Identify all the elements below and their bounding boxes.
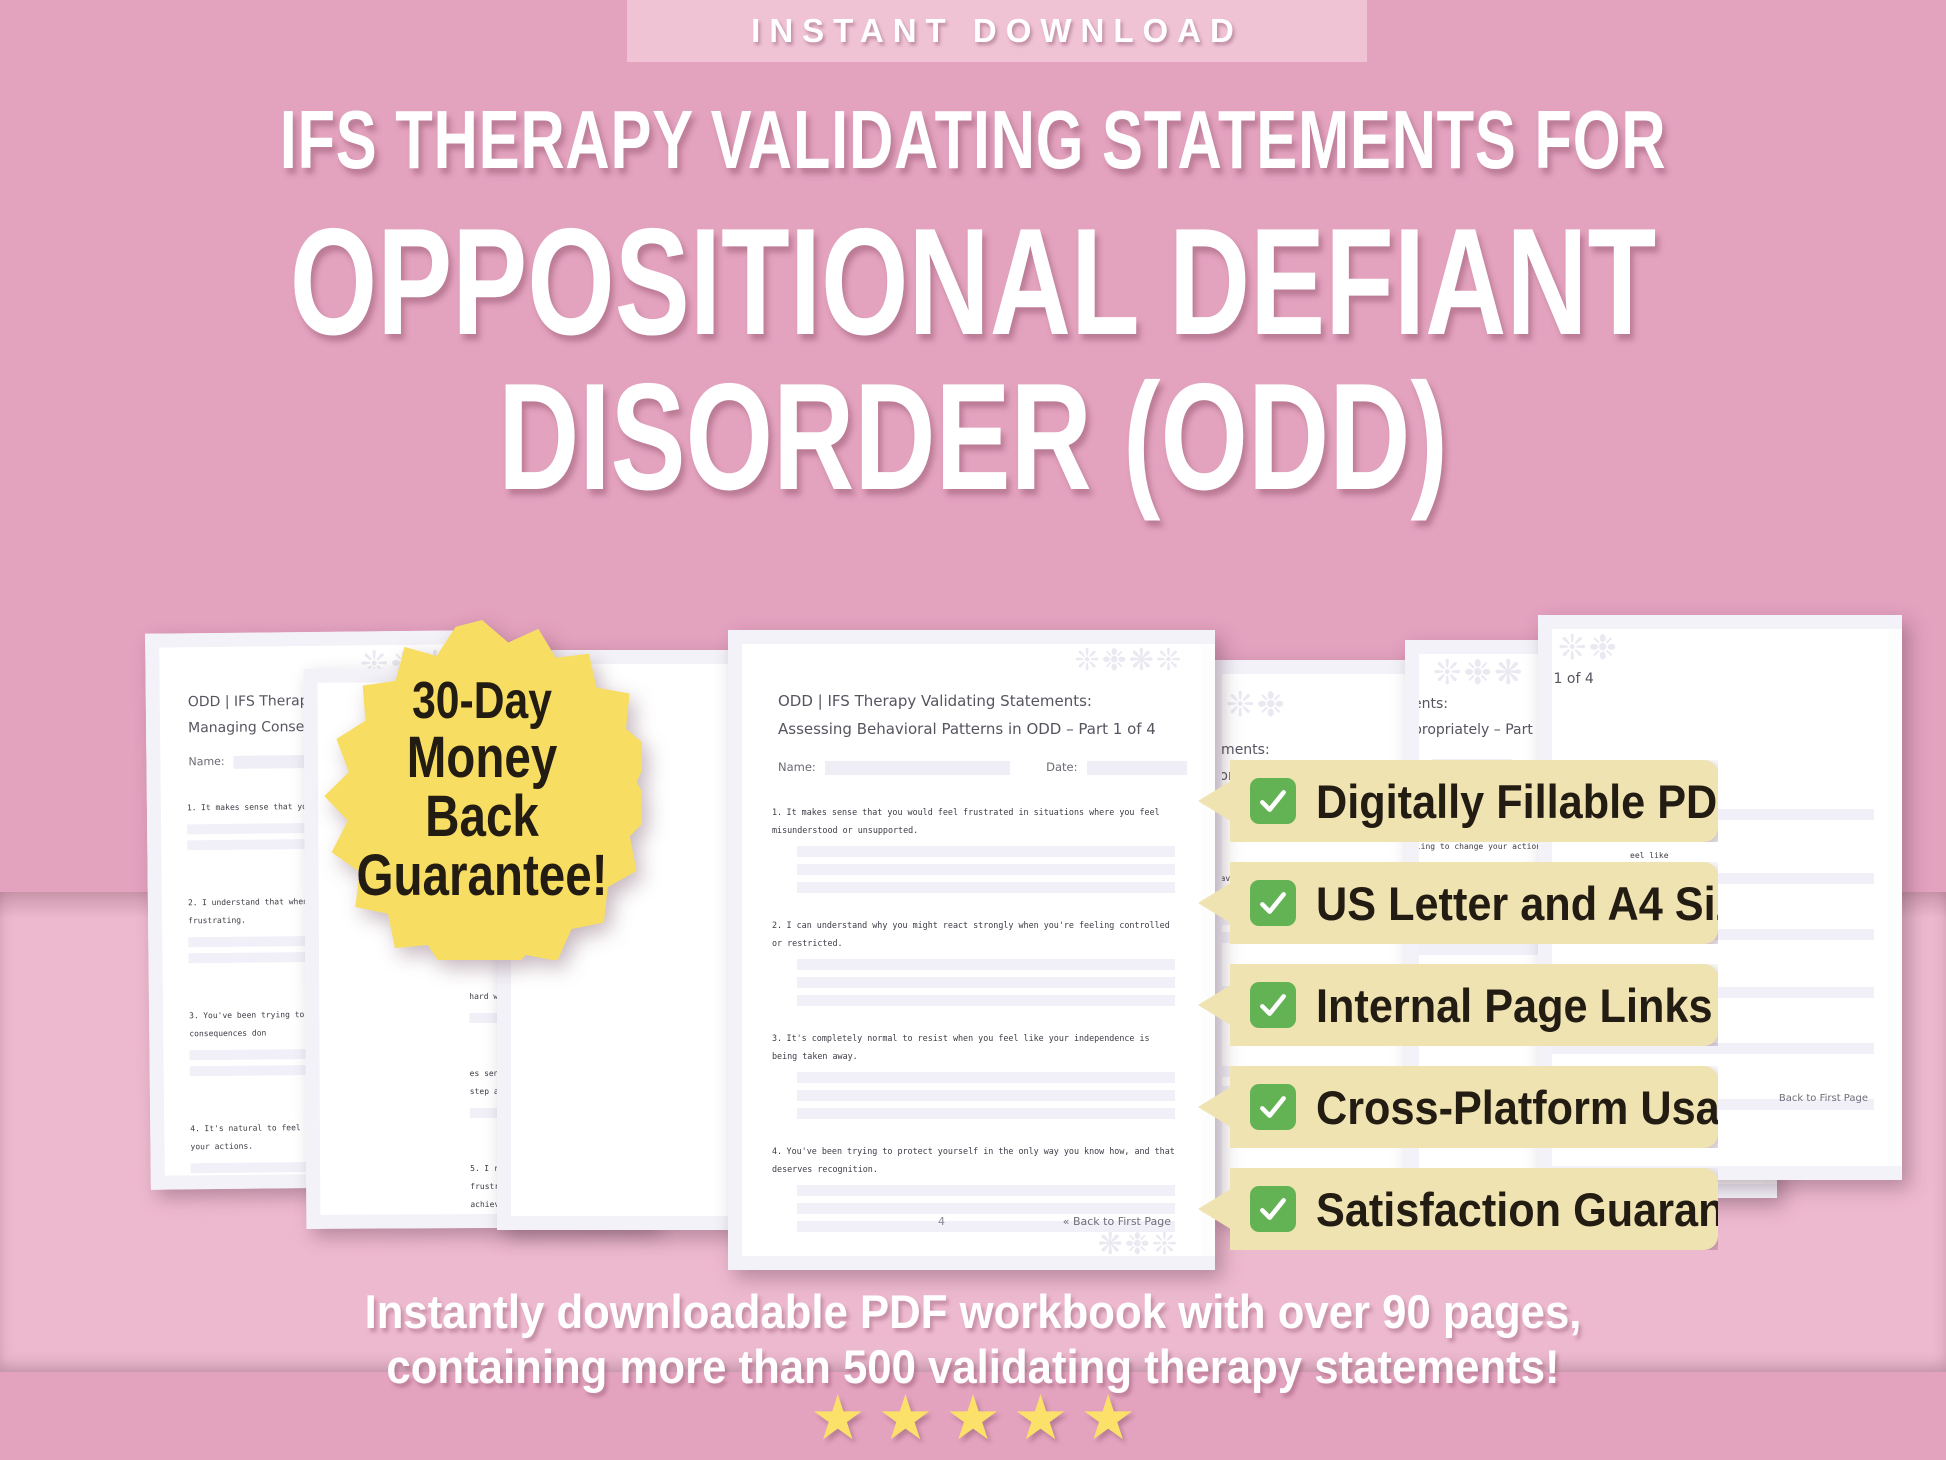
main-doc-title: ODD | IFS Therapy Validating Statements: [778,692,1092,710]
statement-block: 4. You've been trying to protect yoursel… [772,1141,1175,1232]
background-band-bottom [0,1372,1946,1460]
answer-line[interactable] [797,1203,1175,1214]
main-doc-name-label: Name: [778,760,816,774]
statement-block: 2. I can understand why you might react … [772,915,1175,1006]
answer-line[interactable] [797,846,1175,857]
feature-badge-satisfaction-guarantee[interactable]: Satisfaction Guarantee [1198,1168,1718,1250]
doc6-back-link[interactable]: Back to First Page [1778,1093,1868,1104]
guarantee-badge-text: 30-Day Money Back Guarantee! [351,671,613,909]
main-doc-date-input[interactable] [1087,760,1188,775]
feature-badge-cross-platform-usability[interactable]: Cross-Platform Usability [1198,1066,1718,1148]
money-back-guarantee-badge: 30-Day Money Back Guarantee! [322,620,642,960]
answer-line[interactable] [797,882,1175,893]
star-icon: ★ [1012,1384,1069,1453]
main-q3-text: It's completely normal to resist when yo… [772,1033,1150,1061]
statement-block: 1. It makes sense that you would feel fr… [772,802,1175,893]
ornament-icon: ❊❉ [1558,629,1619,667]
guarantee-line-1: 30-Day [412,671,552,730]
headline-line-3: DISORDER (ODD) [498,352,1448,522]
answer-line[interactable] [797,1090,1175,1101]
check-icon [1250,1186,1296,1232]
main-q2-text: I can understand why you might react str… [772,920,1170,948]
star-icon: ★ [810,1384,866,1453]
feature-badge-digitally-fillable-pdfs[interactable]: Digitally Fillable PDFs [1198,760,1718,842]
check-icon [1250,880,1296,926]
main-doc-subtitle: Assessing Behavioral Patterns in ODD – P… [778,720,1156,738]
doc6-s2: eel like [1630,851,1669,860]
tagline-line-2: containing more than 500 validating ther… [386,1339,1560,1393]
doc1-q2-number: 2. [187,898,198,908]
main-q3-number: 3. [772,1033,783,1043]
check-icon [1250,778,1296,824]
main-doc-name-input[interactable] [825,760,1011,775]
answer-line[interactable] [797,864,1175,875]
answer-line[interactable] [797,977,1175,988]
main-q1-number: 1. [772,807,783,817]
doc1-q1-number: 1. [186,803,197,813]
answer-line[interactable] [1552,1043,1874,1054]
feature-label: Internal Page Links [1316,978,1713,1032]
ornament-icon: ❊❉❋ [1433,654,1525,692]
main-q2-number: 2. [772,920,783,930]
feature-label: US Letter and A4 Size [1316,876,1762,930]
doc5-subtitle: propriately – Part 1 of 4 [1419,722,1578,738]
answer-line[interactable] [797,995,1175,1006]
doc1-name-label: Name: [188,754,225,769]
main-document-preview: ❊❉❋❊ ❋❉❊ ODD | IFS Therapy Validating St… [728,630,1215,1270]
instant-download-label: INSTANT DOWNLOAD [751,12,1243,49]
ornament-icon: ❊❉❋❊ [1074,644,1183,677]
instant-download-ribbon: INSTANT DOWNLOAD [627,0,1367,62]
answer-line[interactable] [797,1072,1175,1083]
doc6-subtitle: – Part 1 of 4 [1552,671,1594,687]
star-icon: ★ [945,1384,1001,1453]
product-tagline: Instantly downloadable PDF workbook with… [0,1285,1946,1394]
guarantee-line-2: Money Back [406,724,558,849]
ornament-icon: ❊❉ [1226,686,1287,724]
main-doc-date-label: Date: [1046,760,1078,774]
guarantee-line-3: Guarantee! [356,843,608,909]
ornament-icon: ❋❉❊ [1097,1228,1179,1257]
statement-block: 5. Your feelings of anger or frustration… [772,1254,1175,1256]
doc5-s1: lling to change your actions when the [1419,842,1590,851]
star-rating: ★ ★ ★ ★ ★ [0,1388,1946,1450]
tagline-line-1: Instantly downloadable PDF workbook with… [364,1285,1582,1338]
answer-line[interactable] [797,959,1175,970]
check-icon [1250,1084,1296,1130]
doc1-q3-number: 3. [189,1011,199,1021]
doc2-q5-number: 5. [470,1163,480,1174]
main-q4-text: You've been trying to protect yourself i… [772,1146,1175,1174]
headline-line-1: IFS THERAPY VALIDATING STATEMENTS FOR [279,93,1667,186]
answer-line[interactable] [797,1108,1175,1119]
feature-badge-us-letter-and-a4-size[interactable]: US Letter and A4 Size [1198,862,1718,944]
answer-line[interactable] [797,1221,1175,1232]
main-doc-page-number: 4 [938,1215,945,1228]
statement-block: 3. It's completely normal to resist when… [772,1028,1175,1119]
star-icon: ★ [1080,1384,1136,1453]
doc4-title: Statements: [1222,742,1270,758]
feature-label: Cross-Platform Usability [1316,1080,1821,1134]
feature-label: Digitally Fillable PDFs [1316,774,1768,828]
main-doc-name-date-row: Name: Date: [778,760,1188,775]
main-q1-text: It makes sense that you would feel frust… [772,807,1160,835]
feature-badge-internal-page-links[interactable]: Internal Page Links [1198,964,1718,1046]
feature-label: Satisfaction Guarantee [1316,1182,1787,1236]
answer-line[interactable] [797,1185,1175,1196]
check-icon [1250,982,1296,1028]
doc1-q4-number: 4. [190,1124,200,1134]
doc5-title: ents: [1419,696,1448,712]
main-doc-back-link[interactable]: « Back to First Page [1062,1215,1171,1228]
main-q4-number: 4. [772,1146,783,1156]
headline-line-2: OPPOSITIONAL DEFIANT [289,197,1657,367]
star-icon: ★ [877,1384,934,1453]
